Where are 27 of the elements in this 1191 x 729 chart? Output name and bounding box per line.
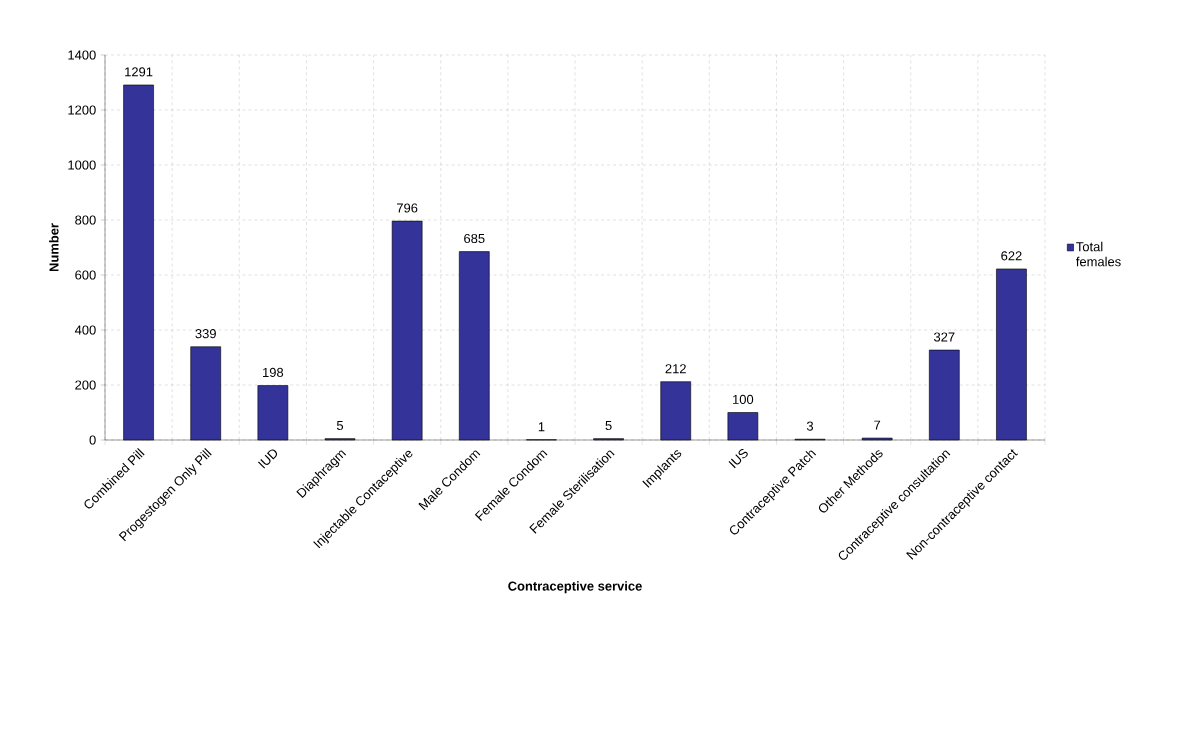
x-tick-label: IUS: [728, 448, 748, 469]
data-label: 796: [397, 203, 418, 213]
legend-label: Total females: [1076, 241, 1121, 267]
data-label: 685: [464, 233, 485, 244]
y-tick-label: 800: [75, 215, 96, 225]
data-label: 198: [263, 367, 284, 378]
y-tick-label: 1200: [68, 105, 96, 115]
data-label: 5: [336, 421, 344, 431]
x-tick-label: IUD: [257, 449, 278, 469]
data-label: 3: [806, 421, 814, 431]
data-label: 327: [933, 332, 955, 342]
data-label: 339: [195, 329, 216, 339]
y-tick-label: 600: [75, 270, 96, 280]
data-label: 212: [665, 364, 686, 374]
y-tick-label: 400: [74, 325, 96, 335]
data-label: 100: [733, 394, 754, 404]
data-label: 622: [1001, 251, 1022, 261]
y-tick-label: 1400: [68, 50, 96, 60]
data-label: 7: [874, 420, 881, 430]
y-tick-label: 1000: [68, 160, 96, 170]
data-label: 1291: [125, 67, 153, 77]
y-axis-title: Number: [49, 223, 59, 272]
y-tick-label: 200: [75, 380, 96, 390]
y-tick-label: 0: [89, 435, 96, 445]
data-label: 1: [538, 422, 545, 432]
data-label: 5: [605, 421, 612, 431]
x-axis-title: Contraceptive service: [508, 581, 642, 594]
